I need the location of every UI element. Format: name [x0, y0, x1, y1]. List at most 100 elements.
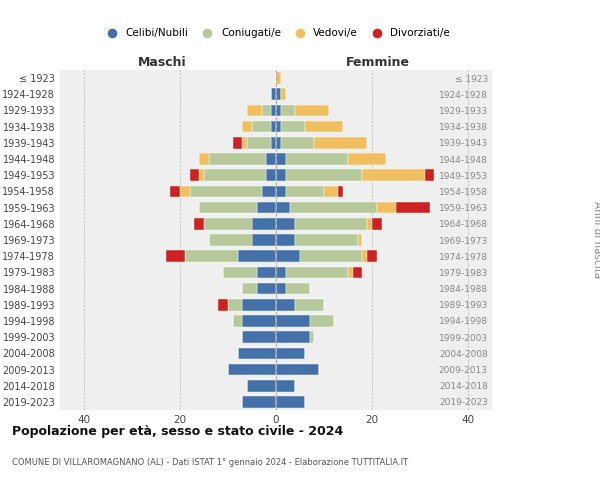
Bar: [276, 186, 286, 198]
Bar: [247, 137, 271, 148]
Bar: [295, 234, 358, 246]
Bar: [199, 202, 257, 213]
Bar: [271, 104, 276, 117]
Bar: [314, 137, 367, 148]
Bar: [242, 121, 252, 132]
Bar: [276, 234, 295, 246]
Bar: [262, 186, 276, 198]
Bar: [242, 282, 257, 294]
Bar: [281, 121, 305, 132]
Text: Popolazione per età, sesso e stato civile - 2024: Popolazione per età, sesso e stato civil…: [12, 425, 343, 438]
Bar: [276, 104, 281, 117]
Bar: [266, 170, 276, 181]
Bar: [290, 202, 377, 213]
Bar: [372, 218, 382, 230]
Bar: [377, 202, 396, 213]
Bar: [166, 250, 185, 262]
Bar: [257, 202, 276, 213]
Bar: [247, 380, 276, 392]
Bar: [300, 250, 362, 262]
Bar: [194, 218, 204, 230]
Bar: [238, 250, 276, 262]
Bar: [310, 332, 314, 343]
Bar: [286, 153, 348, 165]
Bar: [228, 364, 276, 376]
Bar: [286, 186, 324, 198]
Text: Femmine: Femmine: [346, 56, 410, 69]
Bar: [286, 266, 348, 278]
Bar: [204, 170, 266, 181]
Bar: [170, 186, 180, 198]
Bar: [257, 266, 276, 278]
Bar: [180, 186, 190, 198]
Bar: [348, 266, 353, 278]
Bar: [266, 153, 276, 165]
Bar: [233, 315, 242, 327]
Bar: [185, 250, 238, 262]
Bar: [276, 121, 281, 132]
Bar: [276, 364, 319, 376]
Bar: [242, 396, 276, 407]
Bar: [348, 153, 386, 165]
Bar: [242, 332, 276, 343]
Bar: [286, 170, 362, 181]
Bar: [276, 250, 300, 262]
Bar: [223, 266, 257, 278]
Bar: [276, 202, 290, 213]
Bar: [276, 380, 295, 392]
Bar: [228, 299, 242, 310]
Bar: [358, 234, 362, 246]
Bar: [396, 202, 430, 213]
Bar: [276, 72, 281, 84]
Bar: [242, 137, 247, 148]
Bar: [190, 186, 262, 198]
Bar: [218, 299, 228, 310]
Bar: [425, 170, 434, 181]
Bar: [276, 170, 286, 181]
Bar: [252, 218, 276, 230]
Text: Anni di nascita: Anni di nascita: [592, 202, 600, 278]
Bar: [252, 121, 271, 132]
Bar: [271, 121, 276, 132]
Bar: [276, 88, 281, 100]
Bar: [271, 88, 276, 100]
Bar: [262, 104, 271, 117]
Bar: [276, 348, 305, 359]
Bar: [238, 348, 276, 359]
Bar: [281, 137, 314, 148]
Bar: [276, 282, 286, 294]
Bar: [295, 218, 367, 230]
Bar: [257, 282, 276, 294]
Bar: [367, 218, 372, 230]
Bar: [242, 299, 276, 310]
Legend: Celibi/Nubili, Coniugati/e, Vedovi/e, Divorziati/e: Celibi/Nubili, Coniugati/e, Vedovi/e, Di…: [98, 24, 454, 42]
Bar: [324, 186, 338, 198]
Bar: [353, 266, 362, 278]
Bar: [286, 282, 310, 294]
Bar: [276, 332, 310, 343]
Bar: [233, 137, 242, 148]
Bar: [204, 218, 252, 230]
Bar: [310, 315, 334, 327]
Bar: [247, 104, 262, 117]
Bar: [199, 153, 209, 165]
Bar: [362, 170, 425, 181]
Bar: [276, 299, 295, 310]
Bar: [209, 234, 252, 246]
Bar: [362, 250, 367, 262]
Bar: [252, 234, 276, 246]
Bar: [276, 266, 286, 278]
Bar: [295, 104, 329, 117]
Bar: [199, 170, 204, 181]
Bar: [281, 104, 295, 117]
Bar: [281, 88, 286, 100]
Bar: [338, 186, 343, 198]
Bar: [209, 153, 266, 165]
Bar: [305, 121, 343, 132]
Text: Maschi: Maschi: [137, 56, 187, 69]
Bar: [242, 315, 276, 327]
Bar: [271, 137, 276, 148]
Bar: [367, 250, 377, 262]
Bar: [276, 218, 295, 230]
Bar: [295, 299, 324, 310]
